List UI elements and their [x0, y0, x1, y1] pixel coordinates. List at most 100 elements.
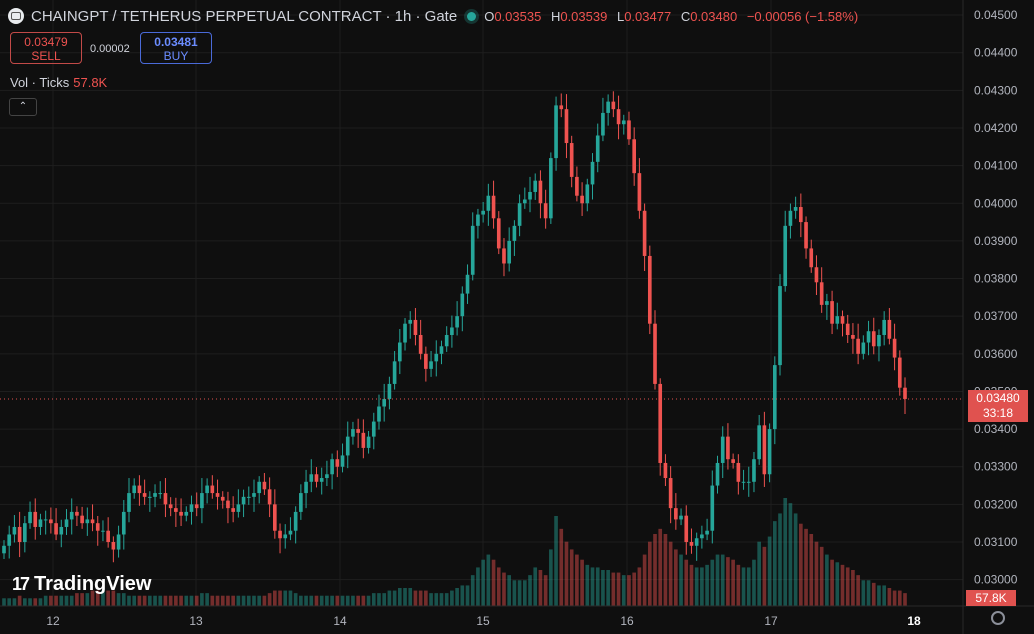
buy-button[interactable]: 0.03481 BUY [140, 32, 212, 64]
volume-bar [590, 567, 595, 606]
candle-body [767, 429, 772, 475]
candle-body [424, 353, 428, 369]
candle-body [12, 526, 17, 535]
price-tick-label: 0.03900 [974, 234, 1018, 248]
candle-body [564, 109, 569, 144]
volume-bar [54, 595, 58, 606]
candle-body [127, 493, 131, 512]
candle-body [28, 511, 32, 524]
volume-bar [606, 570, 610, 606]
volume-bar [897, 590, 902, 606]
volume-bar [731, 559, 735, 606]
volume-bar [632, 572, 637, 606]
price-tick-label: 0.03800 [974, 272, 1018, 286]
candle-body [283, 534, 288, 539]
volume-bar [356, 595, 360, 606]
candle-body [132, 485, 137, 494]
candle-body [330, 459, 334, 475]
candle-body [897, 357, 902, 388]
candle-body [439, 346, 444, 354]
candle-body [371, 421, 376, 437]
candle-body [476, 214, 480, 226]
volume-bar [804, 528, 808, 606]
candle-body [137, 485, 142, 494]
candle-body [585, 184, 590, 204]
price-tick-label: 0.04300 [974, 83, 1018, 97]
gear-icon[interactable] [991, 611, 1005, 625]
volume-bar [272, 590, 277, 606]
candle-body [882, 319, 886, 335]
candle-body [772, 365, 777, 430]
buy-price: 0.03481 [154, 35, 198, 49]
volume-bar [397, 588, 402, 606]
sell-button[interactable]: 0.03479 SELL [10, 32, 82, 64]
volume-bar [575, 554, 579, 606]
price-tick-label: 0.03600 [974, 347, 1018, 361]
candle-body [54, 523, 58, 535]
candle-body [819, 282, 824, 305]
volume-bar [174, 595, 178, 606]
volume-bar [481, 559, 485, 606]
candle-body [752, 459, 756, 482]
volume-bar [705, 564, 709, 606]
volume-bar [528, 575, 532, 606]
volume-bar [601, 570, 605, 606]
candle-body [538, 180, 543, 204]
volume-bar [450, 590, 454, 606]
volume-bar [95, 590, 100, 606]
volume-bar [314, 595, 319, 606]
candle-body [23, 523, 27, 543]
volume-bar [772, 521, 777, 606]
volume-bar [825, 554, 829, 606]
volume-bar [2, 598, 6, 606]
volume-bar [382, 593, 387, 606]
candle-body [49, 519, 53, 524]
candle-body [267, 489, 272, 505]
volume-bar [49, 595, 53, 606]
last-price-value: 0.03480 [976, 391, 1020, 405]
collapse-legend-button[interactable]: ⌃ [9, 98, 37, 116]
candle-body [799, 207, 803, 223]
candle-body [450, 327, 454, 335]
price-tick-label: 0.03000 [974, 573, 1018, 587]
candle-body [528, 191, 532, 200]
candle-body [408, 319, 413, 324]
candle-body [616, 109, 621, 125]
candle-body [757, 425, 761, 460]
candle-body [241, 496, 246, 505]
candle-body [856, 338, 860, 354]
candle-body [809, 248, 814, 268]
volume-bar [309, 595, 314, 606]
volume-bar [840, 564, 845, 606]
time-tick-label: 14 [333, 614, 347, 628]
candle-body [299, 493, 303, 512]
volume-bar [819, 546, 824, 606]
volume-bar [559, 528, 564, 606]
volume-bar [439, 593, 444, 606]
symbol-title[interactable]: CHAINGPT / TETHERUS PERPETUAL CONTRACT ·… [31, 7, 458, 25]
candle-body [272, 504, 277, 531]
volume-legend[interactable]: Vol · Ticks 57.8K [10, 75, 107, 90]
price-tick-label: 0.03400 [974, 422, 1018, 436]
volume-bar [215, 595, 220, 606]
candle-body [668, 478, 673, 509]
volume-bar [694, 567, 699, 606]
price-tick-label: 0.04400 [974, 46, 1018, 60]
volume-bar [252, 595, 256, 606]
volume-bar [424, 590, 428, 606]
candle-countdown: 33:18 [982, 406, 1014, 420]
volume-bar [111, 590, 116, 606]
candle-body [351, 429, 355, 437]
candle-body [793, 207, 798, 211]
candle-body [627, 120, 631, 140]
volume-bar [80, 593, 84, 606]
candle-body [257, 481, 262, 494]
candle-body [33, 511, 38, 527]
sell-price: 0.03479 [24, 35, 68, 49]
volume-bar [418, 590, 423, 606]
candle-body [220, 496, 225, 501]
candle-body [288, 530, 293, 535]
candle-body [444, 334, 449, 347]
candle-body [210, 485, 215, 494]
